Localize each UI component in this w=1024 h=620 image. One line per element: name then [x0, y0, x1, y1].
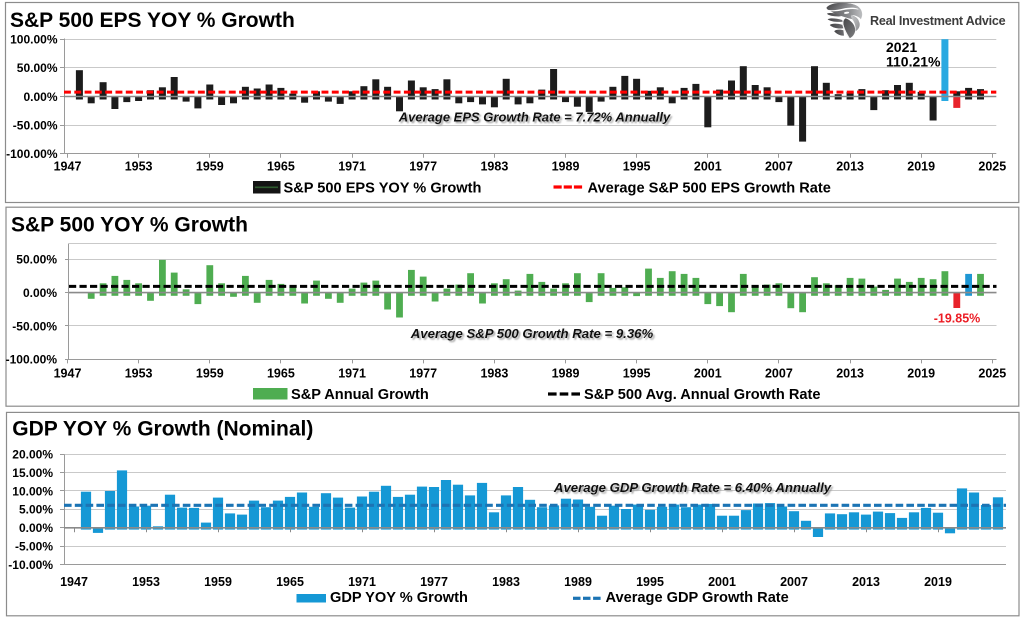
svg-text:15.00%: 15.00%: [12, 466, 53, 480]
svg-text:1947: 1947: [60, 575, 88, 589]
svg-text:2007: 2007: [765, 367, 793, 381]
svg-text:S&P 500 Avg. Annual Growth Rat: S&P 500 Avg. Annual Growth Rate: [584, 387, 821, 403]
svg-text:110.21%: 110.21%: [886, 53, 941, 69]
svg-text:1947: 1947: [54, 160, 82, 174]
svg-text:1989: 1989: [552, 367, 580, 381]
svg-text:0.00%: 0.00%: [23, 286, 57, 300]
svg-text:1989: 1989: [564, 575, 592, 589]
svg-text:-100.00%: -100.00%: [6, 147, 58, 161]
svg-text:1977: 1977: [409, 367, 437, 381]
svg-text:2025: 2025: [978, 367, 1006, 381]
svg-text:100.00%: 100.00%: [10, 33, 58, 47]
svg-text:1983: 1983: [480, 367, 508, 381]
svg-text:Average EPS Growth Rate = 7.72: Average EPS Growth Rate = 7.72% Annually: [398, 110, 671, 125]
svg-text:Average GDP Growth Rate: Average GDP Growth Rate: [606, 590, 789, 606]
svg-text:-50.00%: -50.00%: [12, 319, 57, 333]
svg-text:2013: 2013: [836, 367, 864, 381]
svg-text:-50.00%: -50.00%: [13, 118, 58, 132]
svg-text:1995: 1995: [623, 160, 651, 174]
svg-text:1983: 1983: [492, 575, 520, 589]
svg-text:1983: 1983: [480, 160, 508, 174]
svg-text:S&P 500 EPS YOY % Growth: S&P 500 EPS YOY % Growth: [10, 9, 295, 32]
svg-text:Average GDP Growth Rate = 6.40: Average GDP Growth Rate = 6.40% Annually: [553, 480, 832, 495]
svg-text:2013: 2013: [852, 575, 880, 589]
svg-text:2013: 2013: [836, 160, 864, 174]
svg-text:GDP YOY % Growth: GDP YOY % Growth: [330, 590, 468, 606]
svg-text:1959: 1959: [204, 575, 232, 589]
svg-text:Real Investment Advice: Real Investment Advice: [870, 14, 1006, 28]
svg-text:20.00%: 20.00%: [12, 448, 53, 462]
svg-text:50.00%: 50.00%: [17, 61, 58, 75]
svg-text:2021: 2021: [886, 39, 917, 55]
svg-text:2019: 2019: [907, 160, 935, 174]
svg-text:S&P 500 YOY % Growth: S&P 500 YOY % Growth: [11, 214, 248, 237]
svg-text:50.00%: 50.00%: [16, 253, 57, 267]
svg-text:Average S&P 500 EPS Growth Rat: Average S&P 500 EPS Growth Rate: [588, 181, 831, 197]
svg-text:1947: 1947: [54, 367, 82, 381]
svg-text:1965: 1965: [267, 367, 295, 381]
svg-text:1971: 1971: [338, 160, 366, 174]
svg-text:-19.85%: -19.85%: [934, 312, 981, 326]
svg-text:5.00%: 5.00%: [19, 503, 53, 517]
svg-text:-5.00%: -5.00%: [15, 540, 53, 554]
svg-text:1953: 1953: [125, 160, 153, 174]
svg-text:1977: 1977: [409, 160, 437, 174]
svg-text:1989: 1989: [552, 160, 580, 174]
svg-text:0.00%: 0.00%: [23, 90, 57, 104]
svg-text:S&P 500 EPS YOY % Growth: S&P 500 EPS YOY % Growth: [284, 181, 482, 197]
svg-text:2019: 2019: [907, 367, 935, 381]
svg-text:0.00%: 0.00%: [19, 521, 53, 535]
svg-text:1959: 1959: [196, 367, 224, 381]
svg-text:1995: 1995: [623, 367, 651, 381]
svg-text:10.00%: 10.00%: [12, 484, 53, 498]
svg-text:Average S&P 500 Growth Rate =: Average S&P 500 Growth Rate = 9.36%: [410, 326, 654, 341]
svg-text:-10.00%: -10.00%: [8, 558, 53, 572]
svg-text:1953: 1953: [132, 575, 160, 589]
svg-text:2019: 2019: [924, 575, 952, 589]
svg-text:1953: 1953: [125, 367, 153, 381]
svg-text:-100.00%: -100.00%: [6, 353, 58, 367]
svg-text:1995: 1995: [636, 575, 664, 589]
svg-text:2007: 2007: [780, 575, 808, 589]
svg-text:2001: 2001: [708, 575, 736, 589]
svg-text:1965: 1965: [276, 575, 304, 589]
svg-text:2001: 2001: [694, 367, 722, 381]
svg-text:1971: 1971: [338, 367, 366, 381]
svg-text:1959: 1959: [196, 160, 224, 174]
svg-text:S&P Annual Growth: S&P Annual Growth: [291, 387, 429, 403]
svg-text:GDP YOY % Growth (Nominal): GDP YOY % Growth (Nominal): [12, 418, 313, 441]
svg-text:1965: 1965: [267, 160, 295, 174]
svg-text:2025: 2025: [978, 160, 1006, 174]
svg-text:1977: 1977: [420, 575, 448, 589]
svg-text:1971: 1971: [348, 575, 376, 589]
svg-text:2007: 2007: [765, 160, 793, 174]
svg-text:2001: 2001: [694, 160, 722, 174]
